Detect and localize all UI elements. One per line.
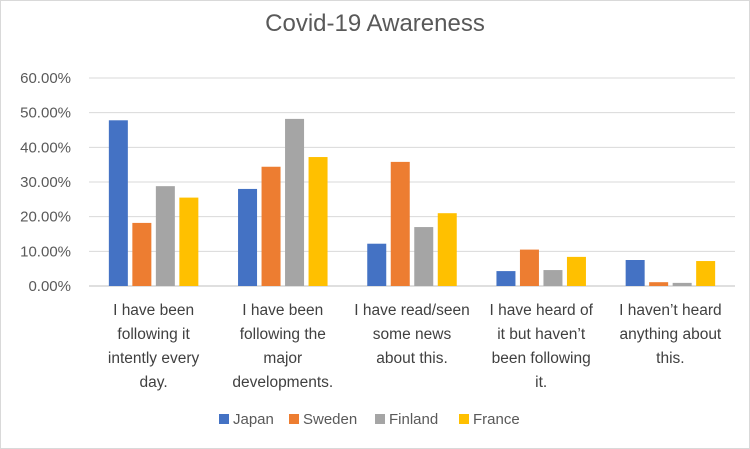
y-tick-label: 10.00% xyxy=(20,243,71,260)
bar-sweden xyxy=(649,282,669,286)
bars xyxy=(108,118,716,286)
category-label: it. xyxy=(535,374,547,391)
bar-finland xyxy=(155,186,175,286)
bar-japan xyxy=(238,188,258,286)
bar-france xyxy=(566,256,586,286)
bar-japan xyxy=(367,243,387,286)
category-label: following the xyxy=(240,326,326,343)
legend-label-japan: Japan xyxy=(233,411,274,428)
bar-sweden xyxy=(132,222,152,286)
y-tick-label: 30.00% xyxy=(20,174,71,191)
bar-france xyxy=(437,213,457,286)
y-tick-label: 50.00% xyxy=(20,105,71,122)
category-label: this. xyxy=(656,350,684,367)
bar-sweden xyxy=(519,249,539,286)
category-label: I have read/seen xyxy=(354,302,469,319)
legend: Japan Sweden Finland France xyxy=(219,411,520,428)
y-tick-label: 60.00% xyxy=(20,70,71,87)
category-label: it but haven’t xyxy=(497,326,586,343)
category-label: I have been xyxy=(242,302,323,319)
category-label: day. xyxy=(140,374,168,391)
category-label: developments. xyxy=(232,374,333,391)
category-label: some news xyxy=(373,326,452,343)
legend-label-sweden: Sweden xyxy=(303,411,357,428)
legend-swatch-france xyxy=(459,414,469,424)
legend-swatch-finland xyxy=(375,414,385,424)
category-label: I haven’t heard xyxy=(619,302,722,319)
category-label: following it xyxy=(117,326,190,343)
category-label: about this. xyxy=(376,350,448,367)
bar-japan xyxy=(496,271,516,286)
bar-finland xyxy=(285,118,305,286)
legend-swatch-japan xyxy=(219,414,229,424)
legend-swatch-sweden xyxy=(289,414,299,424)
bar-france xyxy=(179,197,199,286)
y-axis: 0.00% 10.00% 20.00% 30.00% 40.00% 50.00% 60.00… xyxy=(20,70,71,295)
legend-label-finland: Finland xyxy=(389,411,438,428)
bar-sweden xyxy=(390,161,410,286)
chart-title: Covid-19 Awareness xyxy=(265,10,485,37)
category-label: I have heard of xyxy=(489,302,593,319)
bar-sweden xyxy=(261,166,281,286)
bar-finland xyxy=(543,270,563,286)
bar-japan xyxy=(625,260,645,286)
bar-finland xyxy=(414,227,434,286)
bar-france xyxy=(308,157,328,286)
category-label: anything about xyxy=(620,326,722,343)
y-tick-label: 20.00% xyxy=(20,209,71,226)
category-label: major xyxy=(263,350,302,367)
bar-finland xyxy=(672,282,692,286)
category-label: I have been xyxy=(113,302,194,319)
y-tick-label: 0.00% xyxy=(28,278,71,295)
category-label: intently every xyxy=(108,350,200,367)
category-label: been following xyxy=(492,350,591,367)
y-tick-label: 40.00% xyxy=(20,139,71,156)
bar-france xyxy=(696,261,716,286)
legend-label-france: France xyxy=(473,411,520,428)
bar-japan xyxy=(108,120,128,286)
x-axis: I have been following it intently every day… xyxy=(108,302,722,391)
